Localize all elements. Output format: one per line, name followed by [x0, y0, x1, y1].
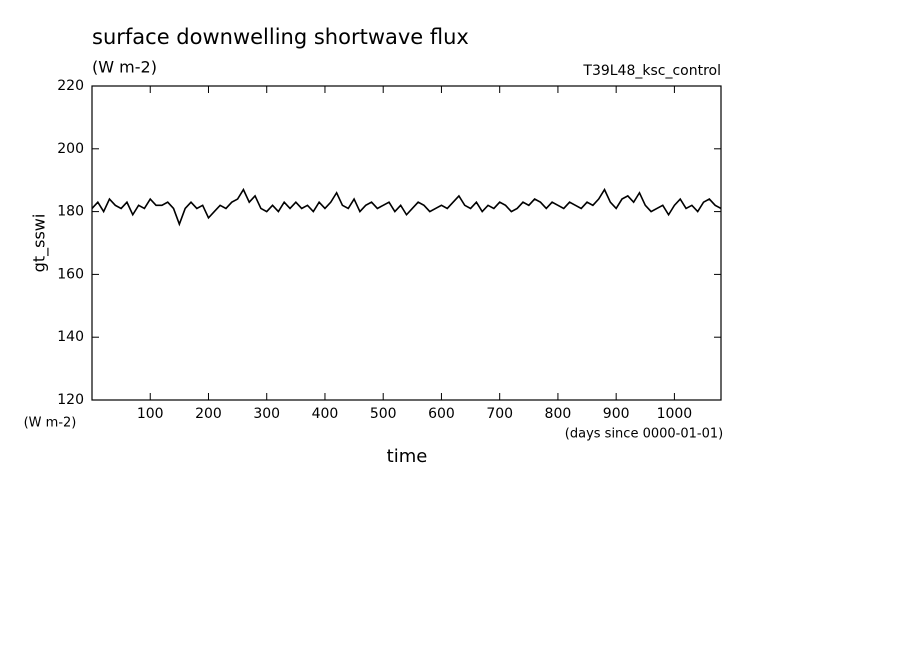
x-tick-label: 300 [253, 406, 280, 422]
x-axis-label: time [387, 446, 428, 467]
annotation: T39L48_ksc_control [582, 63, 721, 79]
y-tick-label: 220 [57, 78, 84, 94]
x-tick-label: 800 [545, 406, 572, 422]
y-tick-label: 120 [57, 392, 84, 408]
x-tick-label: 400 [312, 406, 339, 422]
x-tick-label: 1000 [657, 406, 693, 422]
plot-frame [91, 85, 722, 401]
x-units: (days since 0000-01-01) [565, 427, 723, 442]
x-tick-label: 500 [370, 406, 397, 422]
y-tick-label: 140 [57, 329, 84, 345]
y-tick-label: 160 [57, 266, 84, 282]
y-tick-label: 180 [57, 204, 84, 220]
y-axis-label: gt_sswi [30, 214, 50, 273]
chart-title: surface downwelling shortwave flux [92, 25, 469, 49]
x-tick-label: 700 [486, 406, 513, 422]
units: (W m-2) [92, 58, 157, 77]
y-tick-label: 200 [57, 141, 84, 157]
x-tick-label: 200 [195, 406, 222, 422]
y-units: (W m-2) [24, 416, 77, 431]
x-tick-label: 900 [603, 406, 630, 422]
x-tick-label: 600 [428, 406, 455, 422]
data-line [91, 187, 722, 227]
x-tick-label: 100 [137, 406, 164, 422]
